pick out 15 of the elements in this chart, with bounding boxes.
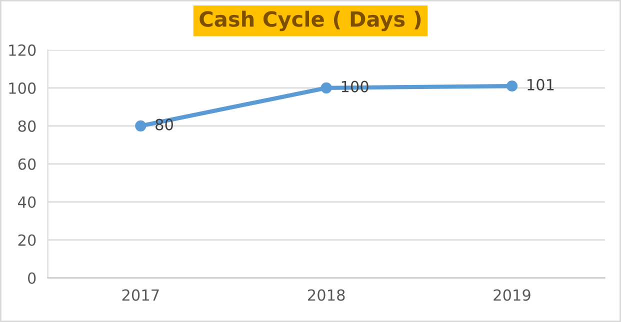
point xyxy=(135,120,146,132)
point xyxy=(506,80,518,92)
y-tick-label: 20 xyxy=(18,234,36,246)
chart-title: Cash Cycle ( Days ) xyxy=(200,10,421,32)
y-tick-label: 80 xyxy=(18,120,36,132)
y-tick-label: 0 xyxy=(28,272,36,284)
data-label: 101 xyxy=(528,78,554,90)
x-tick-label: 2018 xyxy=(308,289,345,301)
y-tick-label: 100 xyxy=(9,82,36,94)
y-tick-label: 40 xyxy=(18,196,36,208)
y-tick-label: 120 xyxy=(9,44,36,56)
point xyxy=(320,82,332,94)
x-tick-label: 2019 xyxy=(494,289,530,301)
y-tick-label: 60 xyxy=(18,158,36,170)
x-tick-label: 2017 xyxy=(122,289,159,301)
